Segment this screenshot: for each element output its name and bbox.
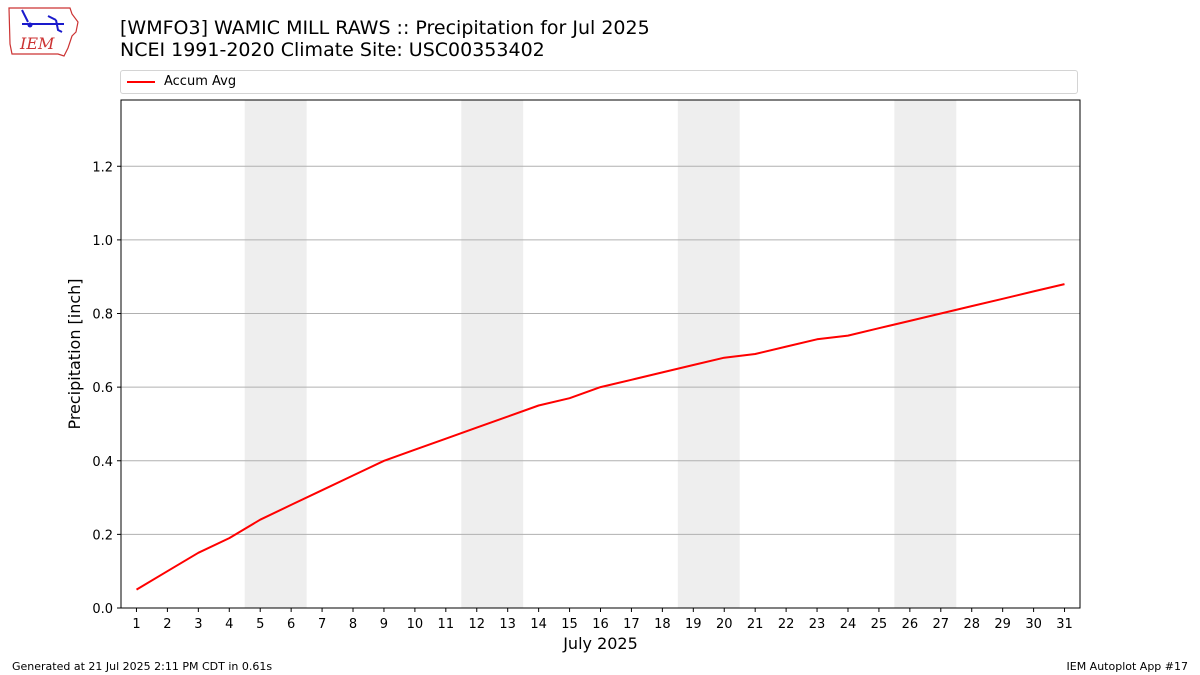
x-tick-label: 6 [287,617,295,632]
y-axis-label: Precipitation [inch] [65,278,84,429]
chart-legend: Accum Avg [120,70,1078,94]
y-tick-label: 0.8 [92,308,113,323]
plot-frame [120,99,1081,609]
x-tick-label: 8 [349,617,357,632]
weekend-band-3 [894,100,957,608]
x-tick-label: 10 [407,617,424,632]
x-tick-label: 30 [1025,617,1042,632]
x-tick-label: 13 [499,617,516,632]
x-tick-label: 4 [225,617,233,632]
x-tick-label: 27 [933,617,950,632]
y-tick-label: 0.0 [92,602,113,617]
chart-title-line1: [WMFO3] WAMIC MILL RAWS :: Precipitation… [120,17,650,39]
x-axis-label: July 2025 [562,634,638,653]
x-tick-label: 29 [994,617,1011,632]
x-tick-label: 21 [747,617,764,632]
x-tick-label: 3 [194,617,202,632]
x-tick-label: 19 [685,617,702,632]
y-tick-label: 0.4 [92,455,113,470]
x-tick-label: 12 [468,617,485,632]
weekend-band-2 [677,100,740,608]
x-tick-label: 26 [902,617,919,632]
y-tick-label: 0.2 [92,528,113,543]
x-tick-label: 9 [380,617,388,632]
legend-swatch-accum-avg [127,81,155,83]
y-tick-label: 1.0 [92,234,113,249]
logo-text: IEM [19,34,55,53]
x-tick-label: 1 [132,617,140,632]
x-tick-label: 14 [530,617,547,632]
x-tick-label: 16 [592,617,609,632]
autoplot-app-label: IEM Autoplot App #17 [1066,660,1189,673]
legend-label-accum-avg: Accum Avg [164,74,237,89]
series-line-accum-avg [135,283,1065,591]
x-tick-label: 28 [963,617,980,632]
x-tick-label: 5 [256,617,264,632]
iowa-state-outline [8,7,79,57]
weekend-band-1 [461,100,524,608]
x-tick-label: 24 [840,617,857,632]
x-tick-label: 31 [1056,617,1073,632]
y-tick-label: 1.2 [92,160,113,175]
y-tick-label: 0.6 [92,381,113,396]
x-tick-label: 20 [716,617,733,632]
x-tick-label: 15 [561,617,578,632]
chart-title-line2: NCEI 1991-2020 Climate Site: USC00353402 [120,39,545,61]
weekend-band-0 [244,100,307,608]
weather-station-icon [27,22,33,28]
generated-timestamp: Generated at 21 Jul 2025 2:11 PM CDT in … [12,660,273,673]
x-tick-label: 25 [871,617,888,632]
iem-logo: IEM [8,7,79,57]
x-tick-label: 22 [778,617,795,632]
wind-vane-icon [21,9,64,33]
x-tick-label: 11 [438,617,455,632]
x-tick-label: 2 [163,617,171,632]
x-tick-label: 17 [623,617,640,632]
x-tick-label: 18 [654,617,671,632]
x-tick-label: 23 [809,617,826,632]
x-tick-label: 7 [318,617,326,632]
